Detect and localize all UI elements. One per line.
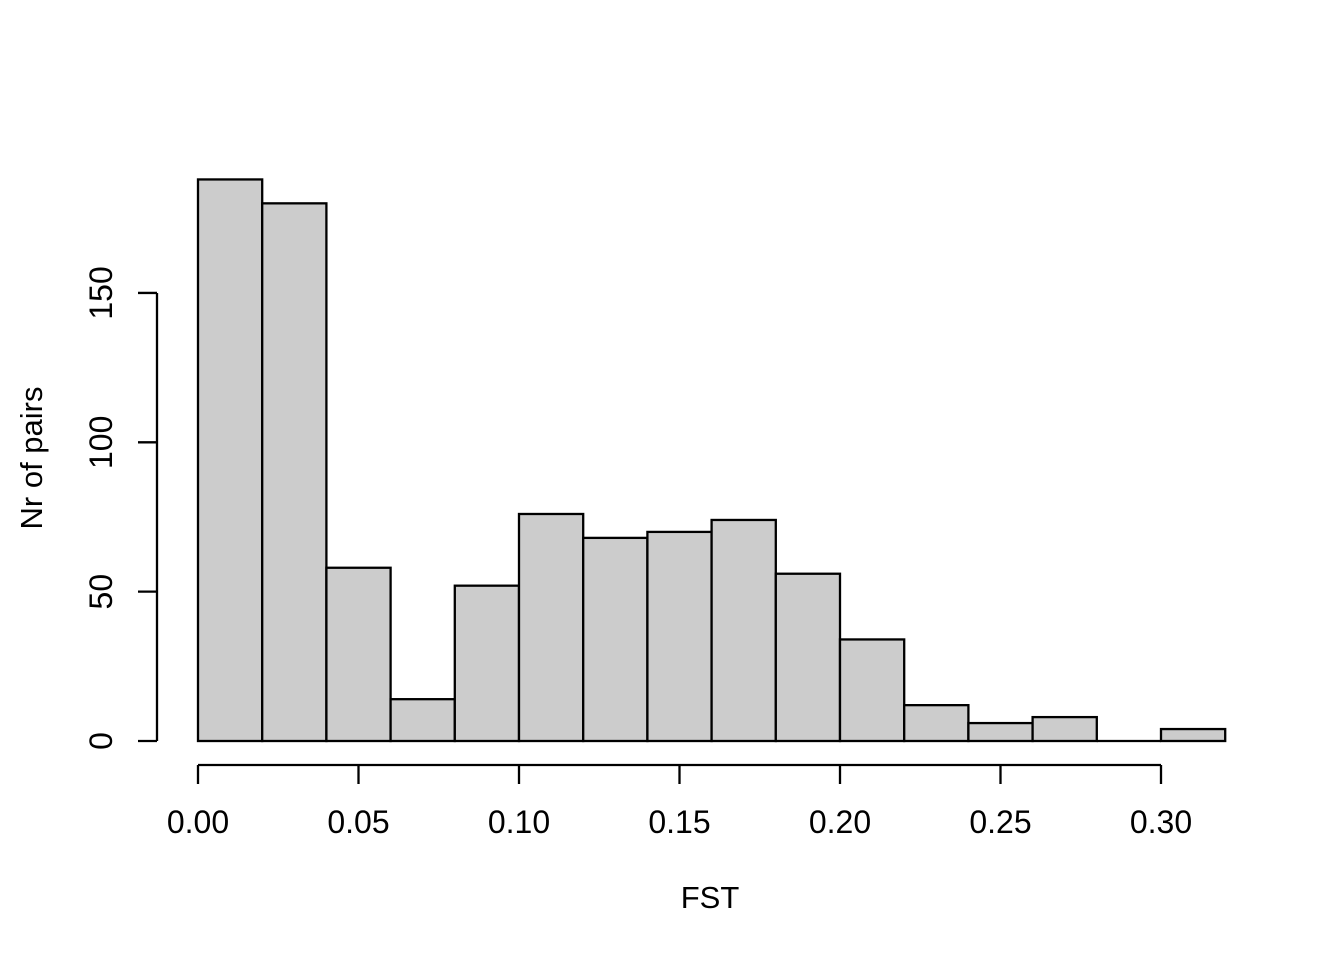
x-axis-title: FST (681, 880, 740, 915)
y-axis-title: Nr of pairs (14, 387, 49, 530)
histogram-bar (967, 721, 1034, 743)
histogram-bar (1031, 715, 1098, 743)
axes-layer: 0 50 100 150 0.00 0.05 0.10 0.15 0.20 0.25 0.30 (83, 266, 1192, 840)
histogram-bar (1159, 727, 1227, 743)
histogram-bar (903, 704, 970, 743)
x-tick-label: 0.30 (1130, 804, 1192, 840)
histogram-bar (582, 536, 649, 743)
y-tick-label: 150 (83, 266, 119, 319)
x-tick-label: 0.15 (648, 804, 710, 840)
x-tick-label: 0.25 (969, 804, 1031, 840)
histogram-bar (646, 530, 713, 743)
histogram-bar (774, 572, 842, 743)
histogram-bar (517, 512, 585, 743)
histogram-bar (196, 178, 264, 743)
histogram-bar (389, 698, 456, 743)
histogram-bar (838, 638, 906, 743)
y-tick-label: 0 (83, 732, 119, 750)
x-tick-label: 0.05 (327, 804, 389, 840)
y-tick-label: 100 (83, 416, 119, 469)
histogram-bar (453, 584, 521, 743)
bars-layer (196, 178, 1227, 743)
x-tick-label: 0.20 (809, 804, 871, 840)
y-tick-label: 50 (83, 574, 119, 610)
histogram-bar (325, 566, 392, 743)
x-tick-label: 0.10 (488, 804, 550, 840)
histogram-bar (710, 518, 777, 743)
histogram-bar (261, 202, 328, 743)
x-tick-label: 0.00 (167, 804, 229, 840)
